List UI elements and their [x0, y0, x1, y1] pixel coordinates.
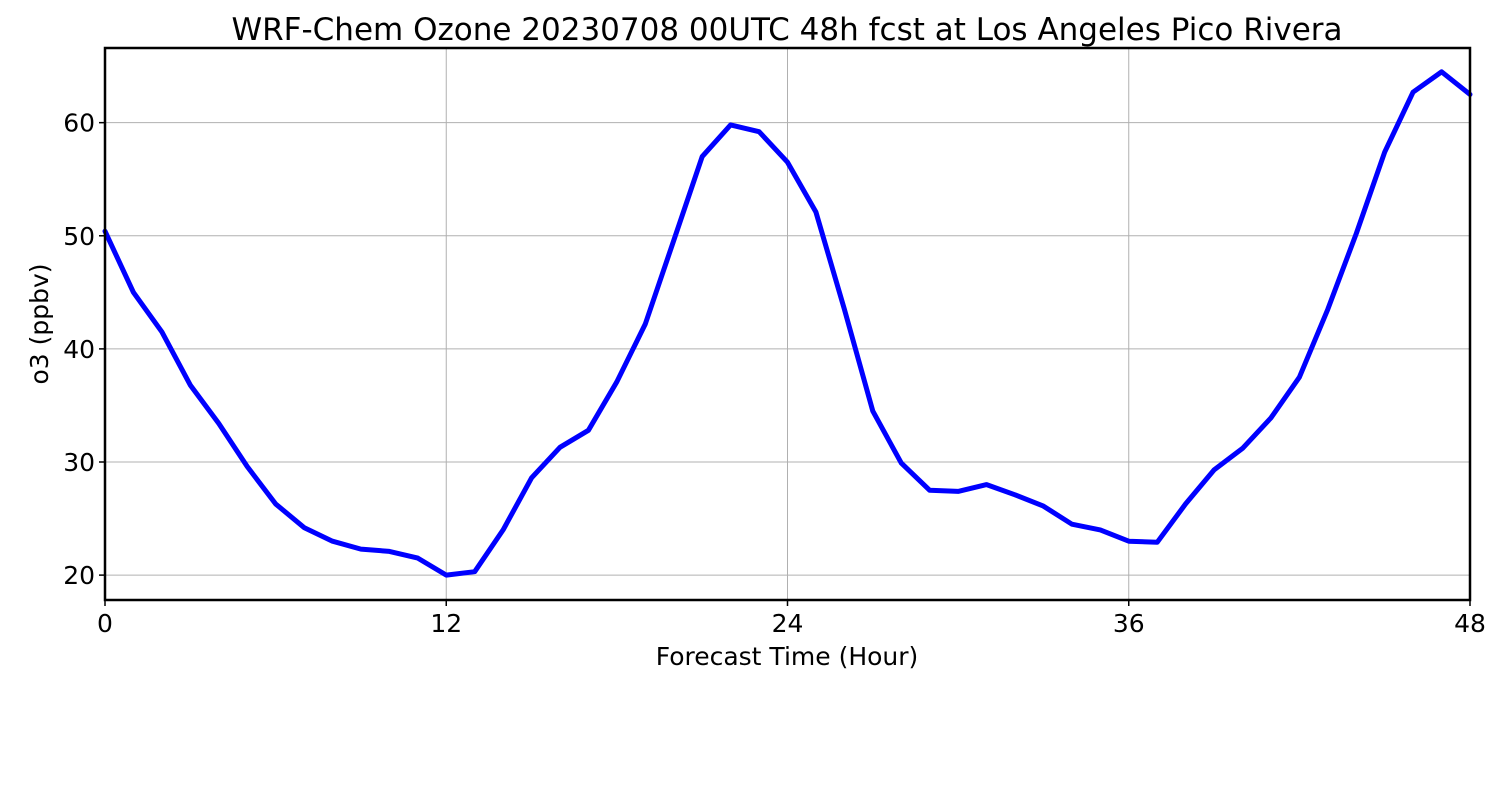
x-tick-label: 24	[772, 609, 804, 638]
x-axis-ticks: 0 12 24 36 48	[97, 600, 1486, 638]
chart-title: WRF-Chem Ozone 20230708 00UTC 48h fcst a…	[231, 12, 1342, 48]
x-tick-label: 36	[1113, 609, 1145, 638]
x-tick-label: 12	[430, 609, 462, 638]
x-axis-label: Forecast Time (Hour)	[656, 642, 919, 671]
ozone-series-line	[102, 69, 1473, 578]
y-axis-label: o3 (ppbv)	[25, 263, 54, 384]
x-tick-label: 0	[97, 609, 113, 638]
y-tick-label: 20	[63, 561, 95, 590]
series-group	[102, 69, 1473, 578]
y-axis-ticks: 20 30 40 50 60	[63, 109, 105, 590]
y-tick-label: 40	[63, 335, 95, 364]
x-tick-label: 48	[1454, 609, 1486, 638]
y-tick-label: 50	[63, 222, 95, 251]
y-tick-label: 30	[63, 448, 95, 477]
y-tick-label: 60	[63, 109, 95, 138]
